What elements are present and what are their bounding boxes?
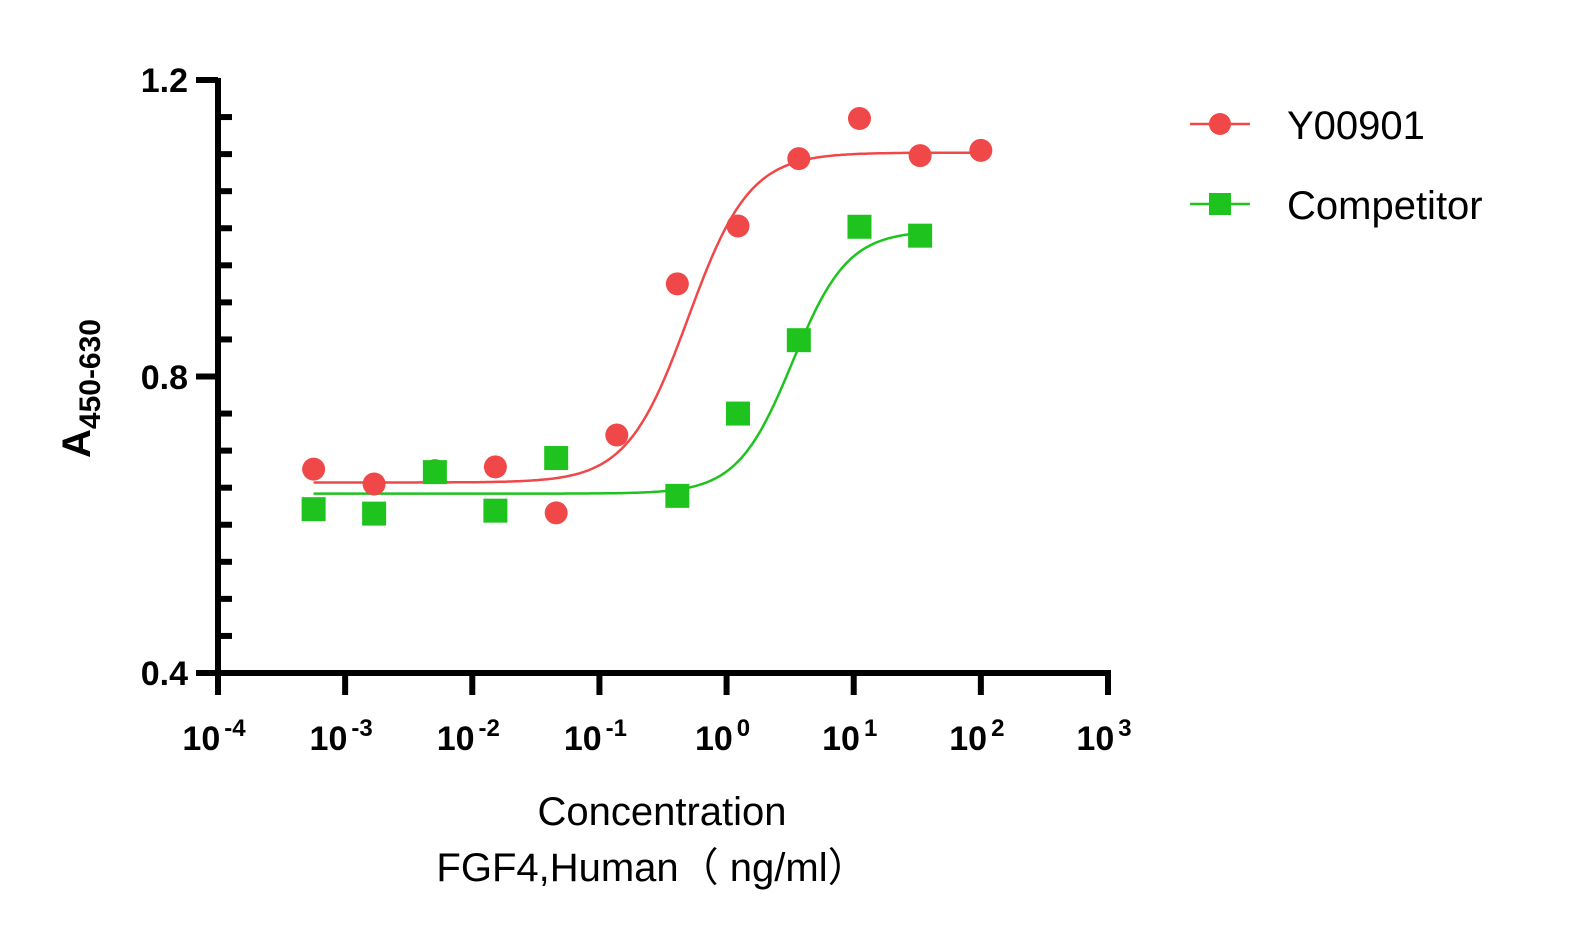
data-point-competitor [422, 460, 447, 485]
legend-square-marker [1209, 193, 1231, 215]
data-point-y00901 [787, 147, 811, 171]
data-points [301, 107, 993, 526]
legend-circle-marker [1209, 113, 1231, 135]
x-axis-label: Concentration [537, 790, 786, 834]
y-tick-label-0.4: 0.4 [141, 655, 188, 693]
data-point-y00901 [483, 455, 507, 479]
x-tick-label: 10 -4 [182, 715, 246, 758]
fit-curves [313, 151, 989, 495]
axes [196, 77, 1111, 695]
x-tick-label: 10 0 [695, 715, 750, 758]
x-tick-label: 10 -3 [310, 715, 373, 758]
legend-item-y00901: Y00901 [1190, 104, 1425, 148]
legend-label-competitor: Competitor [1287, 184, 1483, 228]
x-tick-label: 10 1 [822, 715, 877, 758]
data-point-competitor [786, 328, 811, 353]
x-tick-label: 10 -1 [564, 715, 627, 758]
legend-item-competitor: Competitor [1190, 184, 1483, 228]
data-point-competitor [362, 501, 387, 526]
y-axis-label: A450-630 [55, 319, 107, 458]
fit-curve-y00901 [313, 151, 989, 484]
data-point-competitor [544, 446, 569, 471]
data-point-y00901 [302, 457, 326, 481]
data-point-competitor [665, 483, 690, 508]
data-point-y00901 [544, 501, 568, 525]
y-tick-label-0.8: 0.8 [141, 359, 188, 397]
x-axis-label-units: FGF4,Human（ ng/ml） [436, 846, 867, 890]
data-point-y00901 [726, 214, 750, 238]
data-point-competitor [847, 214, 872, 239]
data-point-competitor [483, 498, 508, 523]
x-tick-label: 10 2 [949, 715, 1004, 758]
x-tick-labels: 10 -4 10 -3 10 -2 10 -1 10 0 10 1 10 2 10 3 [182, 715, 1131, 758]
data-point-y00901 [605, 423, 629, 447]
data-point-competitor [908, 223, 933, 248]
data-point-competitor [301, 497, 326, 522]
data-point-y00901 [847, 107, 871, 131]
data-point-y00901 [362, 472, 386, 496]
y-axis-label-main: A [55, 429, 99, 458]
legend: Y00901 Competitor [1190, 104, 1483, 228]
x-tick-label: 10 3 [1076, 715, 1131, 758]
legend-label-y00901: Y00901 [1287, 104, 1425, 148]
data-point-y00901 [908, 144, 932, 168]
y-axis-label-sub: 450-630 [74, 319, 107, 429]
fit-curve-competitor [313, 231, 928, 495]
data-point-y00901 [665, 272, 689, 296]
x-tick-label: 10 -2 [437, 715, 500, 758]
svg-text:A450-630: A450-630 [55, 319, 107, 458]
data-point-y00901 [969, 138, 993, 162]
data-point-competitor [726, 401, 751, 426]
y-tick-label-1.2: 1.2 [141, 62, 188, 100]
